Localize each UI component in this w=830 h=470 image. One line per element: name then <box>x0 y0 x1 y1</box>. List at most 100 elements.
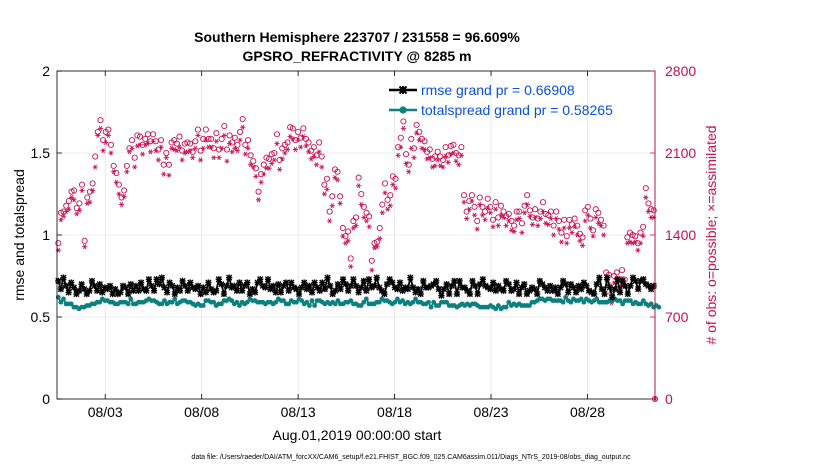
obs-assimilated-point <box>511 228 517 234</box>
totalspread-point <box>200 303 206 308</box>
obs-possible-point <box>113 169 120 176</box>
legend: rmse grand pr = 0.66908 totalspread gran… <box>389 82 613 118</box>
rmse-point <box>350 276 357 283</box>
totalspread-point <box>426 299 431 305</box>
totalspread-point <box>578 296 584 302</box>
obs-possible-point <box>650 207 657 214</box>
obs-assimilated-point <box>445 159 451 165</box>
obs-possible-point <box>316 139 323 146</box>
rmse-point <box>547 282 554 289</box>
totalspread-point <box>218 301 224 307</box>
obs-count-series <box>55 115 659 403</box>
obs-possible-point <box>63 202 70 209</box>
rmse-point <box>513 279 520 286</box>
obs-assimilated-point <box>211 155 217 161</box>
rmse-point <box>197 290 204 298</box>
obs-assimilated-point <box>579 243 586 249</box>
obs-possible-point <box>405 161 412 168</box>
rmse-point <box>213 287 220 294</box>
right-y-tick-label: 700 <box>665 309 689 325</box>
obs-assimilated-point <box>74 211 80 217</box>
obs-possible-point <box>384 196 391 203</box>
obs-possible-point <box>347 255 354 262</box>
obs-assimilated-point <box>221 132 227 138</box>
obs-assimilated-point <box>166 172 172 178</box>
rmse-point <box>554 290 562 298</box>
obs-possible-point <box>305 139 312 146</box>
obs-possible-point <box>273 131 281 138</box>
rmse-point <box>619 277 626 285</box>
obs-assimilated-point <box>100 148 106 154</box>
obs-possible-point <box>426 146 433 153</box>
obs-possible-point <box>242 141 249 148</box>
obs-possible-point <box>587 215 594 222</box>
rmse-point <box>251 289 259 296</box>
obs-possible-point <box>81 237 88 244</box>
rmse-point <box>531 285 538 293</box>
obs-possible-point <box>294 128 302 135</box>
totalspread-point <box>58 299 64 305</box>
obs-assimilated-point <box>398 144 404 150</box>
obs-assimilated-point <box>469 198 475 204</box>
totalspread-point <box>413 296 418 302</box>
rmse-point <box>381 290 388 298</box>
totalspread-point <box>527 303 532 308</box>
rmse-point <box>383 281 391 288</box>
rmse-point <box>106 282 114 289</box>
obs-possible-point <box>118 194 125 201</box>
rmse-point <box>306 282 313 289</box>
obs-possible-point <box>150 131 157 138</box>
x-tick-label: 08/18 <box>377 404 412 420</box>
rmse-point <box>218 281 225 288</box>
obs-assimilated-point <box>274 141 280 147</box>
obs-possible-point <box>497 202 504 209</box>
obs-possible-point <box>539 199 547 206</box>
rmse-point <box>163 289 171 296</box>
totalspread-point <box>628 298 633 303</box>
obs-assimilated-point <box>158 144 164 150</box>
x-tick-label: 08/23 <box>474 404 509 420</box>
obs-possible-point <box>487 203 494 210</box>
obs-assimilated-point <box>379 210 385 216</box>
rmse-point <box>205 279 212 286</box>
rmse-point <box>81 285 88 293</box>
totalspread-point <box>410 299 416 305</box>
rmse-point <box>264 276 272 283</box>
rmse-point <box>223 282 230 289</box>
obs-possible-point <box>65 197 72 205</box>
obs-assimilated-point <box>593 214 599 220</box>
rmse-point <box>446 290 453 298</box>
left-y-axis-label: rmse and totalspread <box>11 169 27 301</box>
rmse-point <box>407 274 414 281</box>
totalspread-point <box>640 298 646 303</box>
rmse-point <box>91 282 98 289</box>
rmse-point <box>578 285 585 293</box>
totalspread-point <box>348 298 354 303</box>
obs-assimilated-point <box>216 155 222 161</box>
rmse-point <box>487 285 494 293</box>
rmse-point <box>262 284 269 291</box>
rmse-point <box>583 282 590 289</box>
obs-possible-point <box>121 187 128 194</box>
obs-possible-point <box>355 174 362 181</box>
obs-assimilated-point <box>590 233 596 239</box>
chart-title-line-1: Southern Hemisphere 223707 / 231558 = 96… <box>194 29 520 45</box>
rmse-point <box>603 274 611 281</box>
rmse-point <box>616 289 624 296</box>
obs-assimilated-point <box>298 144 304 150</box>
obs-assimilated-point <box>258 179 264 185</box>
obs-assimilated-point <box>284 146 291 152</box>
obs-possible-point <box>640 223 647 230</box>
totalspread-point <box>61 296 66 302</box>
obs-assimilated-point <box>640 233 646 239</box>
obs-assimilated-point <box>319 164 325 170</box>
rmse-point <box>420 277 427 285</box>
rmse-point <box>127 281 134 288</box>
x-tick-label: 08/28 <box>570 404 605 420</box>
obs-assimilated-point <box>132 164 138 170</box>
totalspread-point <box>361 299 367 305</box>
obs-assimilated-point <box>234 148 241 154</box>
obs-assimilated-point <box>87 199 93 205</box>
obs-possible-point <box>237 128 244 135</box>
